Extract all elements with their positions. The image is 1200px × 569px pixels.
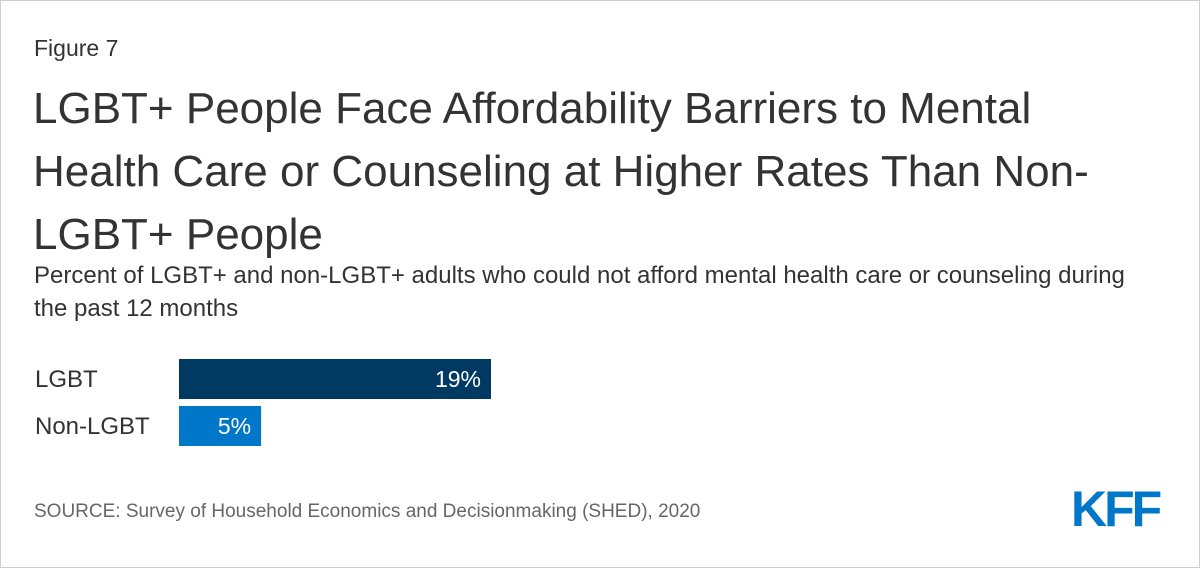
category-label-non-lgbt: Non-LGBT xyxy=(35,413,150,440)
value-label-non-lgbt: 5% xyxy=(218,413,251,439)
figure-label: Figure 7 xyxy=(34,35,119,61)
kff-logo: KFF xyxy=(1071,481,1171,537)
chart-subtitle: Percent of LGBT+ and non-LGBT+ adults wh… xyxy=(34,262,1125,322)
category-label-lgbt: LGBT xyxy=(35,366,98,393)
bar-non-lgbt xyxy=(179,406,262,446)
source-note: SOURCE: Survey of Household Economics an… xyxy=(34,501,701,522)
bar-lgbt xyxy=(179,359,491,399)
kff-logo-text: KFF xyxy=(1071,481,1162,537)
value-label-lgbt: 19% xyxy=(435,366,481,392)
chart-title: LGBT+ People Face Affordability Barriers… xyxy=(33,84,1089,259)
